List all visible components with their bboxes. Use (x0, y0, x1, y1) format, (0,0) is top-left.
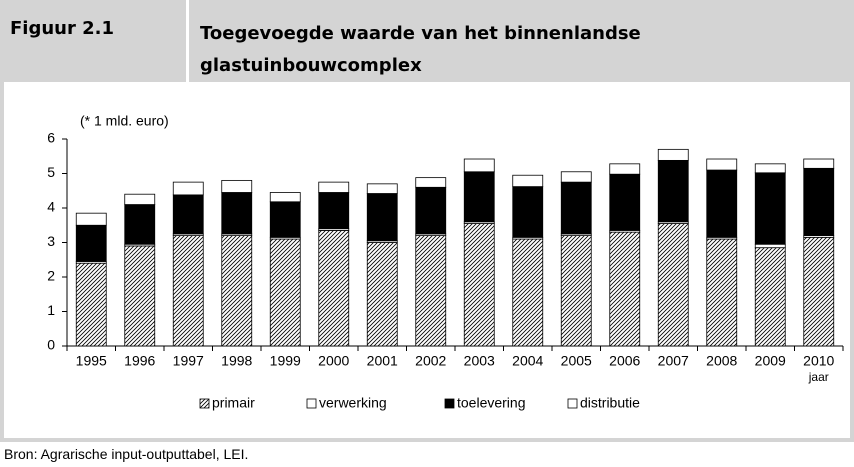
bar-segment (269, 238, 301, 347)
bar-segment (172, 194, 204, 235)
legend-label: toelevering (457, 395, 526, 411)
legend-label: primair (212, 395, 255, 411)
bar-segment (172, 181, 204, 196)
bar-segment (803, 158, 835, 169)
bar-segment (754, 247, 786, 347)
bar-segment (560, 181, 592, 235)
y-unit-label: (* 1 mld. euro) (80, 113, 169, 129)
bar-segment (269, 192, 301, 203)
source-note: Bron: Agrarische input-outputtabel, LEI. (4, 446, 249, 462)
bar-segment (560, 171, 592, 183)
bar-segment (415, 177, 447, 188)
bar-segment (318, 230, 350, 347)
bar-segment (75, 262, 107, 347)
bar-segment (124, 204, 156, 245)
bar-segment (609, 231, 641, 347)
bar-segment (512, 174, 544, 188)
x-tick-label: 1999 (270, 353, 301, 369)
chart: (* 1 mld. euro) 0 1 2 3 4 5 6 1995 1996 1997 1998 1… (47, 113, 844, 411)
figure-label: Figuur 2.1 (10, 18, 115, 39)
bar-segment (124, 193, 156, 205)
bar-segment (221, 235, 253, 347)
x-tick-label: 1998 (221, 353, 252, 369)
y-tick-label: 2 (47, 268, 55, 284)
bar-segment (318, 181, 350, 193)
bar-segment (366, 183, 398, 194)
figure-title: Toegevoegde waarde van het binnenlandse … (200, 23, 641, 76)
x-tick-label: 2000 (318, 353, 349, 369)
bar-segment (609, 173, 641, 231)
bar-segment (657, 148, 689, 161)
bar-segment (269, 201, 301, 238)
bar-segment (75, 224, 107, 262)
x-axis-label: jaar (808, 370, 829, 384)
bar-segment (463, 171, 495, 223)
x-tick-label: 2001 (367, 353, 398, 369)
bar-segment (803, 167, 835, 236)
x-tick-label: 2003 (464, 353, 495, 369)
bar-segment (706, 158, 738, 171)
bar-segment (172, 235, 204, 347)
bar-segment (754, 172, 786, 245)
bar-segment (706, 169, 738, 238)
x-tick-label: 2004 (512, 353, 543, 369)
figure-header: Figuur 2.1 Toegevoegde waarde van het bi… (0, 0, 854, 82)
chart-frame (0, 82, 854, 442)
bar-segment (415, 186, 447, 235)
bar-segment (512, 186, 544, 238)
y-tick-label: 5 (47, 164, 55, 180)
y-tick-label: 4 (47, 199, 55, 215)
legend-swatch (444, 398, 455, 409)
bar-segment (706, 238, 738, 347)
y-tick-label: 3 (47, 233, 55, 249)
x-tick-label: 2002 (415, 353, 446, 369)
bar-segment (512, 238, 544, 347)
x-tick-label: 2010 (803, 353, 834, 369)
bar-segment (609, 163, 641, 175)
bar-segment (754, 163, 786, 174)
legend-swatch (306, 398, 317, 409)
bar-segment (754, 243, 786, 249)
y-tick-label: 0 (47, 337, 55, 353)
bar-segment (366, 242, 398, 347)
bar-segment (221, 192, 253, 235)
bar-segment (221, 179, 253, 193)
x-tick-label: 2007 (658, 353, 689, 369)
y-tick-label: 6 (47, 130, 55, 146)
bar-segment (463, 158, 495, 173)
x-tick-label: 2005 (561, 353, 592, 369)
legend-swatch (567, 398, 578, 409)
bar-segment (463, 223, 495, 347)
x-tick-label: 1996 (124, 353, 155, 369)
bar-segment (560, 235, 592, 347)
bar-segment (124, 245, 156, 347)
legend-label: distributie (580, 395, 640, 411)
x-tick-label: 1997 (173, 353, 204, 369)
bar-segment (657, 159, 689, 223)
separator (186, 0, 189, 82)
x-tick-label: 2009 (755, 353, 786, 369)
x-tick-label: 2006 (609, 353, 640, 369)
legend-label: verwerking (319, 395, 387, 411)
bar-segment (366, 193, 398, 242)
x-tick-label: 1995 (76, 353, 107, 369)
bar-segment (803, 236, 835, 347)
bar-segment (657, 223, 689, 347)
bar-segment (415, 235, 447, 347)
y-tick-label: 1 (47, 302, 55, 318)
bar-segment (75, 212, 107, 226)
legend-swatch (199, 398, 210, 409)
x-tick-label: 2008 (706, 353, 737, 369)
bar-segment (318, 192, 350, 230)
